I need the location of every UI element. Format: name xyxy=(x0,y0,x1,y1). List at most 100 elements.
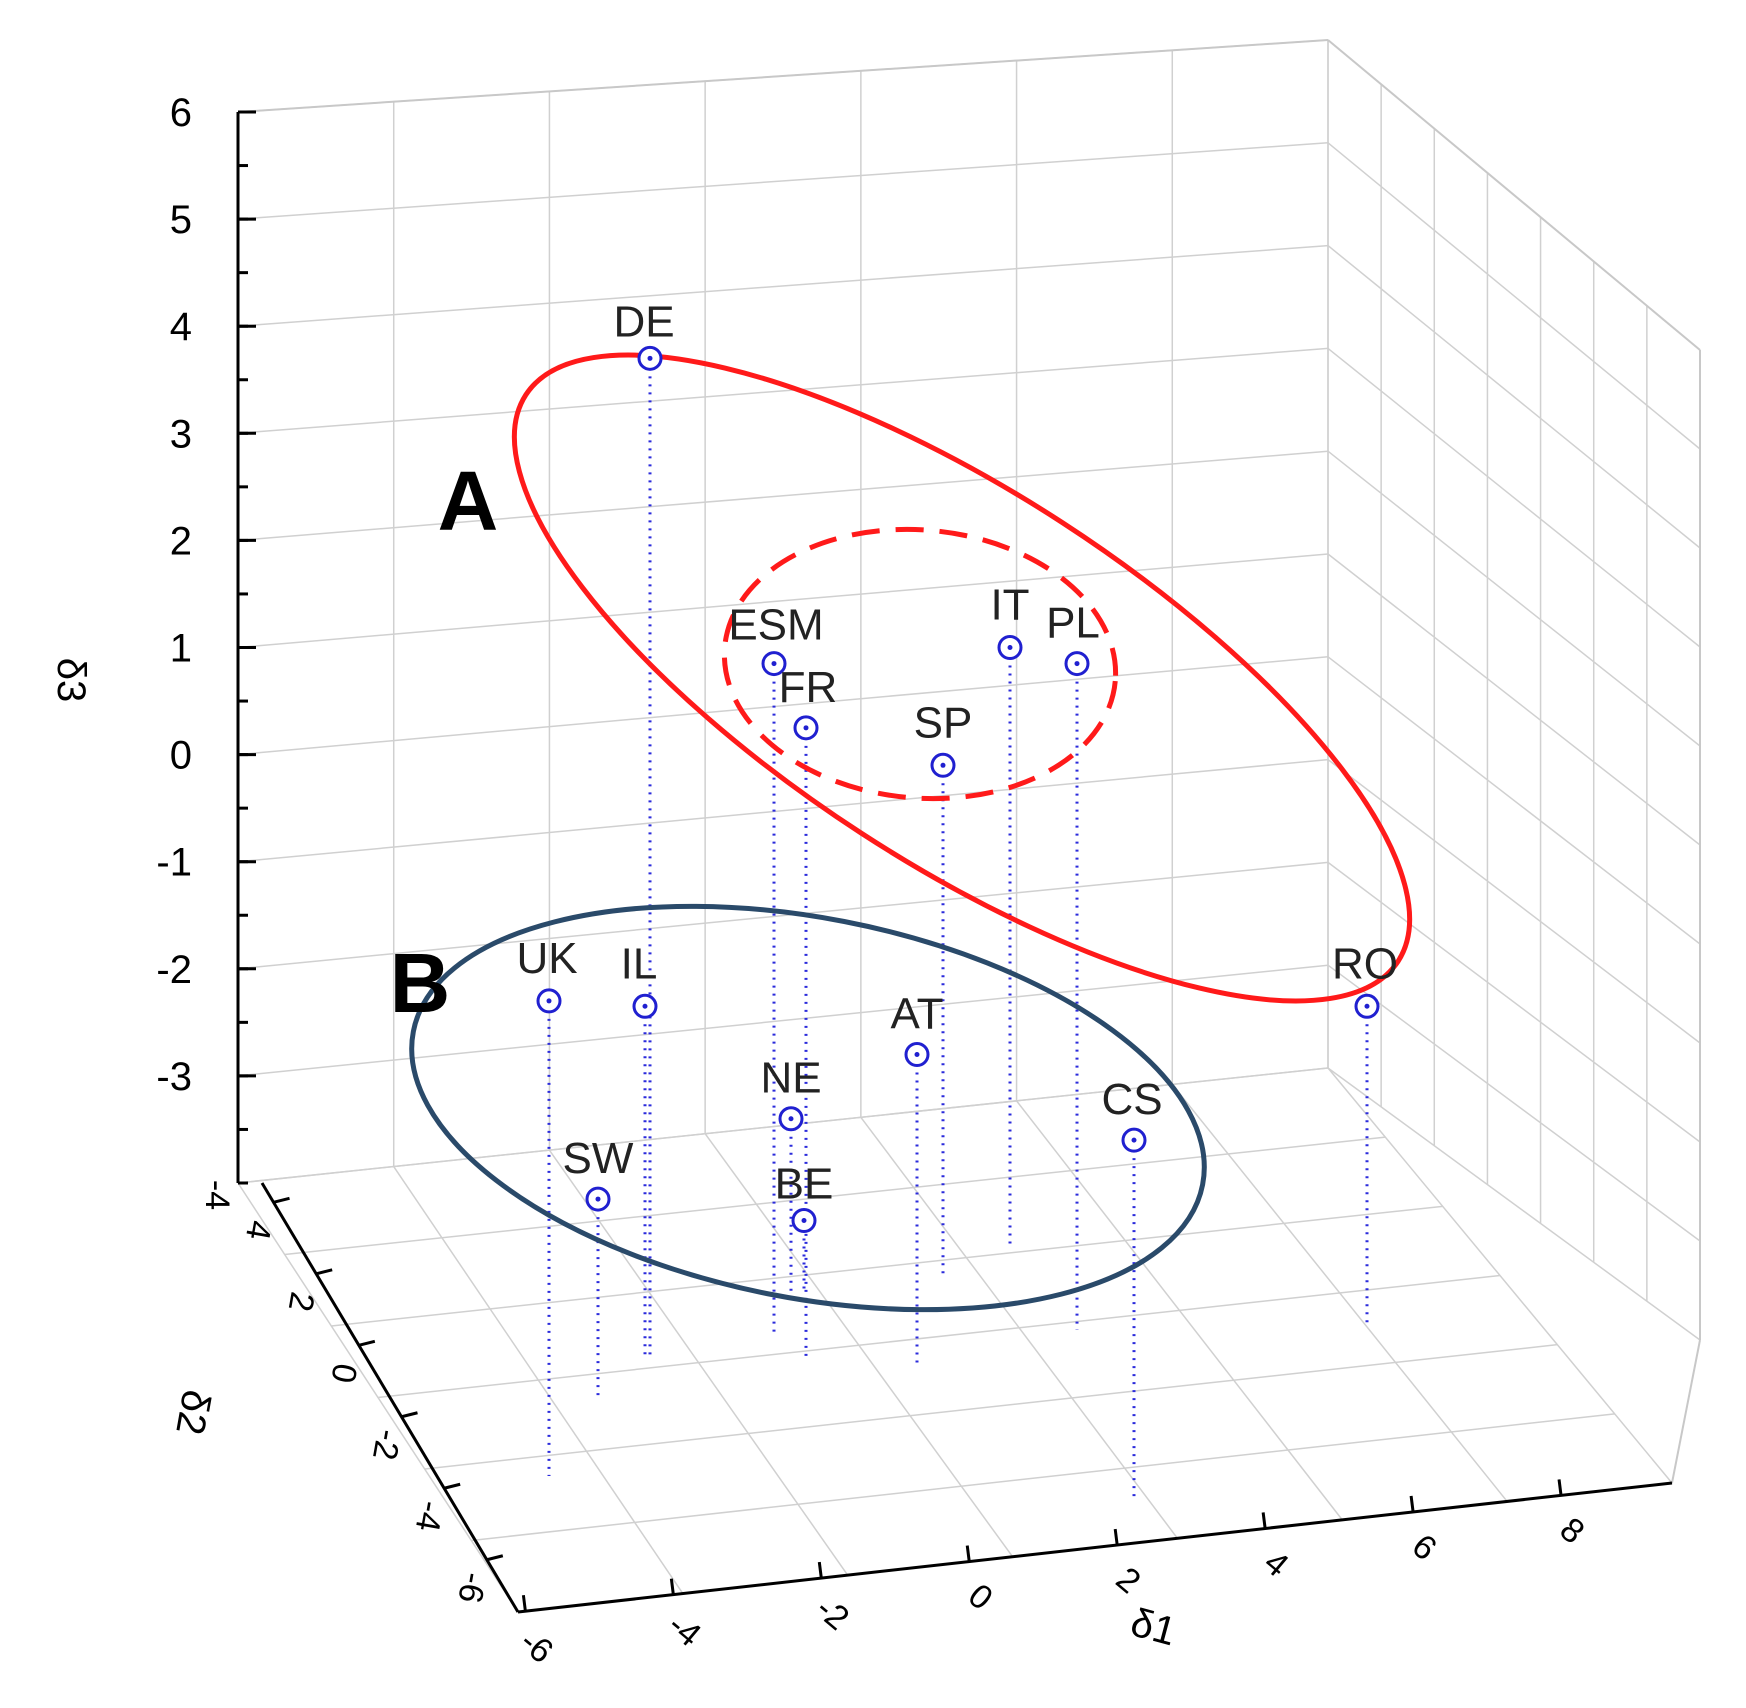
y-tick-mark xyxy=(273,1196,290,1204)
cluster-ellipses: AB xyxy=(390,352,1413,1313)
data-point-center xyxy=(1131,1137,1137,1143)
z-tick-label: 6 xyxy=(170,91,192,135)
x-tick-label: -2 xyxy=(809,1589,857,1638)
back-wall-gridline-h xyxy=(237,656,1329,756)
floor-gridline-y xyxy=(331,1205,1443,1327)
x-tick-mark xyxy=(1557,1479,1563,1496)
cluster-ellipse xyxy=(511,352,1413,1004)
data-point-center xyxy=(1007,645,1013,650)
data-point-label: PL xyxy=(1046,599,1100,648)
data-point-label: CS xyxy=(1101,1075,1162,1124)
data-points: DE ESM FR SP IT PL RO UK IL AT NE CS SW BE xyxy=(516,297,1398,1233)
x-tick-label: 4 xyxy=(1257,1543,1296,1584)
y-tick-label: -6 xyxy=(450,1569,493,1605)
axes-layer xyxy=(236,110,1673,1614)
grid-layer xyxy=(237,39,1701,1613)
y-axis-title: δ2 xyxy=(167,1387,218,1438)
x-axis-line xyxy=(517,1481,1673,1614)
cluster-label: A xyxy=(438,454,499,548)
back-wall-gridline-h xyxy=(237,347,1329,435)
z-tick-label: -3 xyxy=(156,1055,192,1099)
x-tick-mark xyxy=(1261,1512,1267,1529)
back-wall-gridline-h xyxy=(237,553,1329,649)
right-wall-gridline-h xyxy=(1327,142,1701,450)
frame-edge xyxy=(237,39,1329,113)
data-point-label: SW xyxy=(563,1134,634,1183)
z-tick-label: -2 xyxy=(156,948,192,992)
y-tick-label: -4 xyxy=(408,1498,451,1534)
cluster-ellipse xyxy=(409,903,1207,1313)
cluster-label: B xyxy=(390,936,451,1030)
data-point-label: AT xyxy=(891,989,944,1038)
back-wall-gridline-h xyxy=(237,964,1329,1077)
right-wall-gridline-h xyxy=(1327,964,1701,1242)
floor-gridline-y xyxy=(284,1136,1386,1256)
x-tick-label: 2 xyxy=(1109,1560,1148,1601)
x-tick-label: -6 xyxy=(513,1622,561,1671)
back-wall-gridline-h xyxy=(237,758,1329,863)
data-point-center xyxy=(788,1116,794,1122)
cluster-ellipse xyxy=(721,526,1119,802)
x-tick-mark xyxy=(521,1594,527,1612)
floor-gridline-y xyxy=(377,1274,1501,1399)
back-wall-gridline-h xyxy=(237,244,1329,327)
z-tick-label: 0 xyxy=(170,734,192,778)
frame-edge xyxy=(1327,39,1701,351)
data-point-center xyxy=(546,998,552,1004)
data-point-center xyxy=(771,661,777,667)
right-wall-gridline-h xyxy=(1327,553,1701,846)
data-point-center xyxy=(1364,1003,1370,1009)
x-tick-mark xyxy=(1113,1528,1119,1546)
data-point-label: DE xyxy=(613,297,674,346)
data-point-label: UK xyxy=(516,934,577,983)
x-tick-mark xyxy=(817,1561,823,1579)
data-point-label: ESM xyxy=(728,601,823,650)
data-point-center xyxy=(940,762,946,768)
z-tick-label: 1 xyxy=(170,627,192,671)
y-tick-label: 2 xyxy=(281,1289,322,1314)
z-tick-label: 2 xyxy=(170,519,192,563)
y-axis-line xyxy=(260,1182,520,1613)
data-point-center xyxy=(595,1196,601,1202)
data-point-center xyxy=(803,725,809,731)
data-point-label: FR xyxy=(779,663,838,712)
z-tick-label: 5 xyxy=(170,198,192,242)
y-tick-mark xyxy=(315,1268,333,1276)
data-point-label: SP xyxy=(914,698,973,747)
x-tick-label: -4 xyxy=(661,1606,709,1655)
y-tick-mark xyxy=(401,1411,418,1419)
right-wall-gridline-h xyxy=(1327,656,1701,945)
z-tick-label: 3 xyxy=(170,412,192,456)
floor-gridline-y xyxy=(471,1413,1615,1542)
data-point-center xyxy=(647,355,653,361)
y-tick-label: -2 xyxy=(365,1426,408,1462)
y-tick-label: 0 xyxy=(323,1361,364,1386)
back-wall-gridline-h xyxy=(237,861,1329,970)
data-point-center xyxy=(801,1217,807,1223)
drop-lines xyxy=(547,368,1369,1502)
x-tick-label: 0 xyxy=(961,1576,1000,1617)
data-point-label: RO xyxy=(1332,939,1398,988)
x-tick-label: 8 xyxy=(1553,1510,1592,1551)
x-axis-title: δ1 xyxy=(1126,1600,1180,1654)
data-point-label: NE xyxy=(760,1054,821,1103)
back-wall-gridline-h xyxy=(237,142,1329,220)
x-tick-mark xyxy=(1409,1495,1415,1513)
back-wall-gridline-h xyxy=(237,450,1329,542)
floor-gridline-y xyxy=(424,1343,1558,1470)
z-tick-label: -1 xyxy=(156,841,192,885)
y-tick-mark xyxy=(486,1554,504,1562)
z-tick-label: 4 xyxy=(170,305,192,349)
data-point-center xyxy=(914,1051,920,1057)
right-wall-gridline-h xyxy=(1327,245,1701,549)
data-point-label: BE xyxy=(775,1159,834,1208)
z-axis-title: δ3 xyxy=(49,658,93,703)
right-wall-gridline-h xyxy=(1327,347,1701,648)
x-tick-mark xyxy=(669,1578,675,1595)
data-point-center xyxy=(642,1003,648,1009)
data-point-label: IL xyxy=(621,939,658,988)
right-wall-gridline-h xyxy=(1327,861,1701,1143)
data-point-label: IT xyxy=(990,581,1029,630)
x-tick-label: 6 xyxy=(1405,1527,1444,1568)
